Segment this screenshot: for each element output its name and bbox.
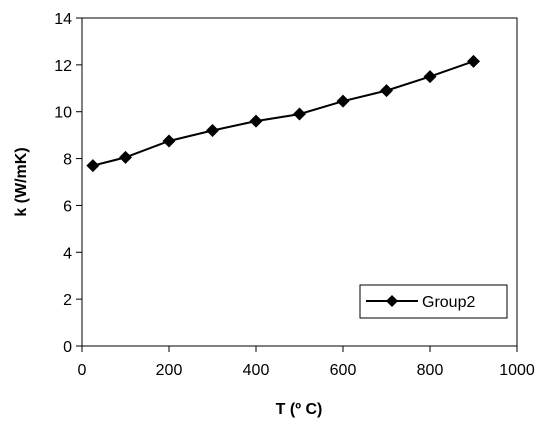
legend: Group2 [359,284,508,319]
data-point-marker [336,94,350,108]
y-tick-label: 8 [63,152,72,169]
x-axis: 0 200 400 600 800 1000 [78,346,535,379]
data-point-marker [86,159,100,173]
y-axis: 0 2 4 6 8 10 12 14 [54,11,82,356]
data-point-marker [467,54,480,68]
legend-label-group2: Group2 [422,294,475,311]
y-tick-label: 10 [54,105,72,122]
data-point-marker [423,70,437,84]
data-point-marker [162,134,176,148]
x-tick-label: 800 [417,362,444,379]
y-tick-label: 4 [63,245,72,262]
y-tick-label: 14 [54,11,72,28]
x-tick-label: 400 [243,362,270,379]
x-tick-label: 1000 [499,362,535,379]
y-tick-label: 12 [54,58,72,75]
data-point-marker [380,84,393,98]
legend-marker-group2 [386,295,398,307]
x-tick-label: 0 [78,362,87,379]
data-point-marker [206,123,219,137]
x-axis-title: T (º C) [276,401,323,418]
series-markers-group2 [86,54,480,173]
data-point-marker [249,114,263,128]
y-tick-label: 2 [63,292,72,309]
x-tick-label: 200 [156,362,183,379]
y-tick-label: 6 [63,198,72,215]
x-tick-label: 600 [330,362,357,379]
series-line-group2 [92,60,474,167]
data-point-marker [119,150,132,164]
y-tick-label: 0 [63,339,72,356]
data-point-marker [293,107,306,121]
y-axis-title: k (W/mK) [13,147,30,216]
